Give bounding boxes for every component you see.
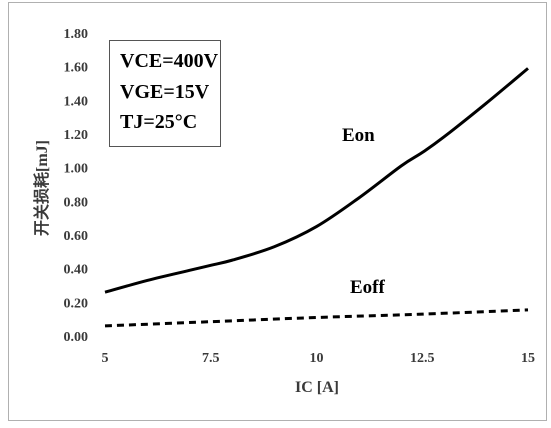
series-label-eon: Eon xyxy=(342,125,375,146)
series-line-eoff xyxy=(104,308,529,328)
x-tick-label: 7.5 xyxy=(202,351,220,366)
x-tick-label: 5 xyxy=(102,351,109,366)
condition-vce: VCE=400V xyxy=(120,50,219,72)
y-tick-label: 0.40 xyxy=(64,263,89,278)
series-line-eon xyxy=(104,67,529,294)
y-tick-label: 1.60 xyxy=(64,61,89,76)
x-axis-title: IC [A] xyxy=(295,379,339,396)
x-tick-label: 15 xyxy=(521,351,535,366)
condition-vge: VGE=15V xyxy=(120,81,210,103)
series-layer xyxy=(104,67,529,328)
x-tick-label: 12.5 xyxy=(410,351,435,366)
y-tick-label: 1.00 xyxy=(64,162,89,177)
chart-border xyxy=(8,2,547,421)
x-tick-label: 10 xyxy=(310,351,324,366)
conditions-box xyxy=(109,40,221,147)
y-tick-label: 0.00 xyxy=(64,330,89,345)
condition-tj: TJ=25°C xyxy=(120,111,197,133)
y-axis-ticks: 0.00 0.20 0.40 0.60 0.80 1.00 1.20 1.40 1.60 1.80 xyxy=(64,27,89,345)
y-tick-label: 0.80 xyxy=(64,195,89,210)
y-axis-title: 开关损耗[mJ] xyxy=(32,140,51,236)
y-tick-label: 1.80 xyxy=(64,27,89,42)
y-tick-label: 0.60 xyxy=(64,229,89,244)
x-axis-ticks: 5 7.5 10 12.5 15 xyxy=(102,351,536,366)
series-label-eoff: Eoff xyxy=(350,277,386,298)
y-tick-label: 0.20 xyxy=(64,296,89,311)
y-tick-label: 1.20 xyxy=(64,128,89,143)
y-tick-label: 1.40 xyxy=(64,94,89,109)
